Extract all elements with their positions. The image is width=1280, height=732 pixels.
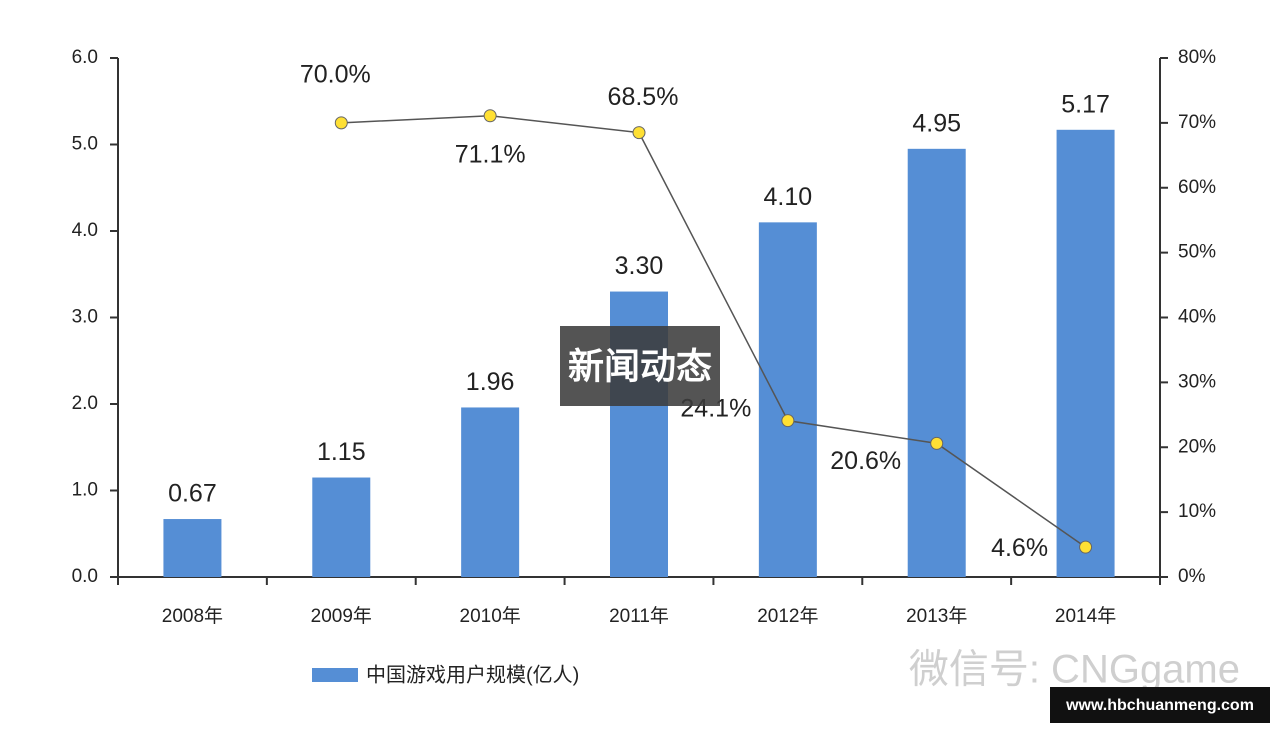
x-tick-label: 2012年 [757, 605, 818, 627]
badge-box [1050, 687, 1270, 723]
x-tick-label: 2013年 [906, 605, 967, 627]
line-marker [334, 116, 348, 130]
legend-label: 中国游戏用户规模(亿人) [366, 663, 579, 686]
y-tick-label: 6.0 [72, 47, 98, 68]
value-label: 1.15 [317, 438, 366, 466]
y2-tick-label: 70% [1178, 112, 1216, 133]
line-marker [632, 126, 646, 140]
bar [1056, 129, 1115, 578]
y2-tick-label: 0% [1178, 566, 1206, 587]
value-label: 1.96 [466, 368, 515, 396]
y-tick-label: 4.0 [72, 220, 98, 241]
legend-swatch [312, 668, 358, 682]
y-tick-label: 0.0 [72, 566, 98, 587]
y-tick-label: 2.0 [72, 393, 98, 414]
line-marker [1079, 540, 1093, 554]
y2-tick-label: 30% [1178, 371, 1216, 392]
bar [312, 477, 371, 577]
value-label: 0.67 [168, 480, 217, 508]
bar [461, 407, 520, 577]
y-tick-label: 5.0 [72, 134, 98, 155]
y2-tick-label: 20% [1178, 436, 1216, 457]
value-label: 4.10 [764, 183, 813, 211]
line-marker [483, 109, 497, 123]
x-tick-label: 2011年 [609, 605, 669, 627]
y-tick-label: 3.0 [72, 307, 98, 328]
y2-tick-label: 80% [1178, 47, 1216, 68]
y2-tick-label: 60% [1178, 177, 1216, 198]
value-label: 70.0% [300, 60, 371, 88]
x-tick-label: 2009年 [311, 605, 372, 627]
x-tick-label: 2010年 [460, 605, 521, 627]
line-marker [781, 414, 795, 428]
badge-text: www.hbchuanmeng.com [1065, 697, 1254, 714]
x-tick-label: 2014年 [1055, 605, 1116, 627]
overlay-title: 新闻动态 [568, 346, 712, 387]
overlay-box [560, 326, 720, 406]
line-marker [930, 436, 944, 450]
bar [163, 519, 222, 577]
value-label: 5.17 [1061, 90, 1110, 118]
value-label: 3.30 [615, 252, 664, 280]
value-label: 71.1% [455, 140, 526, 168]
value-label: 4.6% [991, 534, 1048, 562]
value-label: 20.6% [830, 447, 901, 475]
y-tick-label: 1.0 [72, 480, 98, 501]
y2-tick-label: 40% [1178, 307, 1216, 328]
watermark: 微信号: CNGgame [909, 648, 1240, 692]
x-tick-label: 2008年 [162, 605, 223, 627]
value-label: 68.5% [608, 83, 679, 111]
bar [907, 148, 966, 577]
value-label: 4.95 [912, 109, 961, 137]
y2-tick-label: 50% [1178, 242, 1216, 263]
line [341, 114, 1086, 548]
bar [758, 222, 817, 577]
y2-tick-label: 10% [1178, 501, 1216, 522]
